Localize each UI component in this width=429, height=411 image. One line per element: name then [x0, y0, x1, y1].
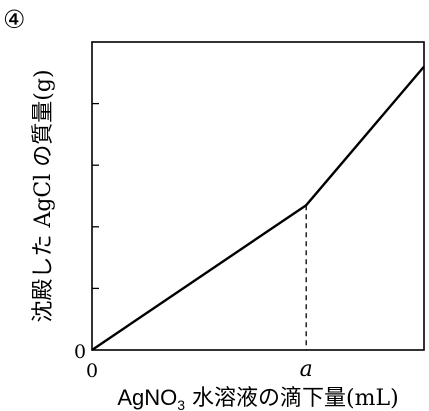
- x-axis-label: AgNO3 水溶液の滴下量(mL): [117, 385, 398, 411]
- plot-frame: [91, 41, 425, 351]
- x-axis-label-subscript: 3: [177, 397, 185, 411]
- x-axis-label-prefix: AgNO: [117, 385, 177, 410]
- y-ticks: [92, 102, 99, 290]
- x-axis-label-suffix: 水溶液の滴下量(mL): [185, 386, 399, 411]
- data-line: [91, 65, 425, 351]
- origin-y-label: 0: [74, 341, 86, 363]
- panel-label: ④: [3, 6, 25, 34]
- y-axis-label: 沈殿した AgCl の質量(g): [31, 69, 56, 322]
- x-marker-label: a: [300, 357, 313, 382]
- origin-x-label: 0: [86, 360, 98, 382]
